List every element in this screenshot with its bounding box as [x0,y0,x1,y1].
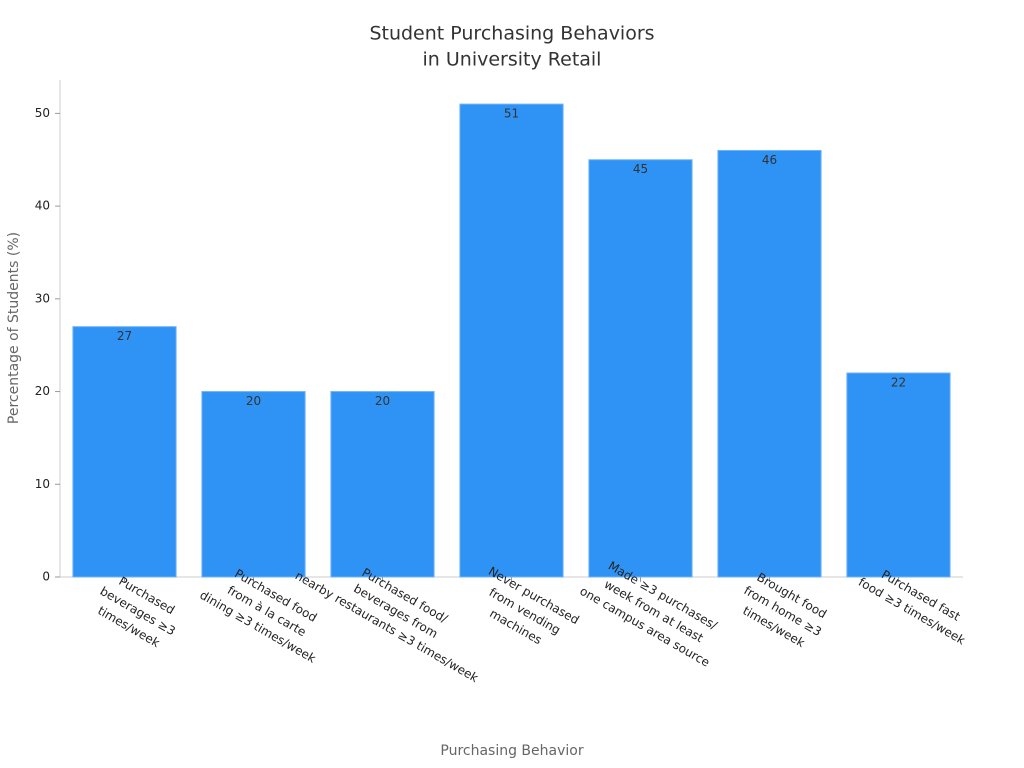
value-label: 46 [762,153,777,167]
y-tick-label: 10 [35,477,50,491]
value-label: 27 [117,329,132,343]
y-tick-label: 30 [35,291,50,305]
value-label: 20 [375,394,390,408]
value-label: 51 [504,107,519,121]
value-label: 20 [246,394,261,408]
bar [717,149,822,578]
y-tick-label: 40 [35,199,50,213]
chart-title: in University Retail [423,49,602,71]
bar [330,391,435,578]
x-axis-label: Purchasing Behavior [440,743,583,759]
bar [72,326,177,578]
bar [846,372,951,578]
y-tick-label: 20 [35,384,50,398]
bar [588,159,693,578]
y-tick-label: 50 [35,106,50,120]
value-label: 22 [891,376,906,390]
value-label: 45 [633,162,648,176]
y-tick-label: 0 [42,570,50,584]
y-axis-label: Percentage of Students (%) [6,232,22,424]
chart-title: Student Purchasing Behaviors [369,23,654,45]
bar [201,391,306,578]
bar [459,103,564,578]
